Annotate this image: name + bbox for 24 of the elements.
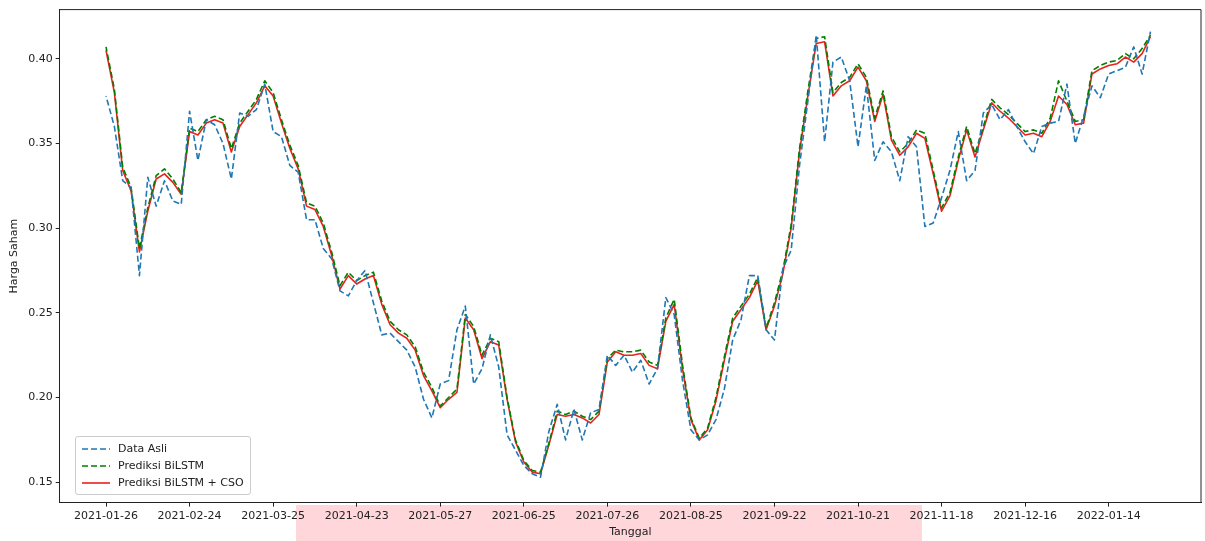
x-axis-title: Tanggal: [608, 525, 652, 539]
y-tick-label: 0.25: [28, 305, 53, 319]
x-tick-label: 2021-05-27: [408, 509, 473, 523]
x-tick-label: 2021-07-26: [575, 509, 640, 523]
y-axis-title: Harga Saham: [7, 218, 21, 294]
x-tick-label: 2021-12-16: [993, 509, 1058, 523]
x-tick-label: 2021-06-25: [491, 509, 556, 523]
y-tick-label: 0.30: [28, 221, 53, 235]
x-tick-label: 2021-08-25: [658, 509, 723, 523]
y-tick-label: 0.20: [28, 390, 53, 404]
legend-label: Data Asli: [118, 442, 168, 455]
x-tick-label: 2021-03-25: [241, 509, 306, 523]
x-tick-label: 2021-04-23: [324, 509, 389, 523]
x-tick-label: 2021-01-26: [74, 509, 138, 523]
y-tick-label: 0.15: [28, 475, 53, 489]
y-tick-label: 0.40: [28, 51, 53, 65]
x-tick-label: 2022-01-14: [1076, 509, 1141, 523]
x-tick-label: 2021-11-18: [909, 509, 974, 523]
legend-label: Prediksi BiLSTM + CSO: [118, 476, 244, 489]
legend-label: Prediksi BiLSTM: [118, 459, 205, 472]
x-tick-label: 2021-02-24: [157, 509, 222, 523]
x-tick-label: 2021-10-21: [826, 509, 890, 523]
y-tick-label: 0.35: [28, 136, 53, 150]
x-tick-label: 2021-09-22: [742, 509, 807, 523]
